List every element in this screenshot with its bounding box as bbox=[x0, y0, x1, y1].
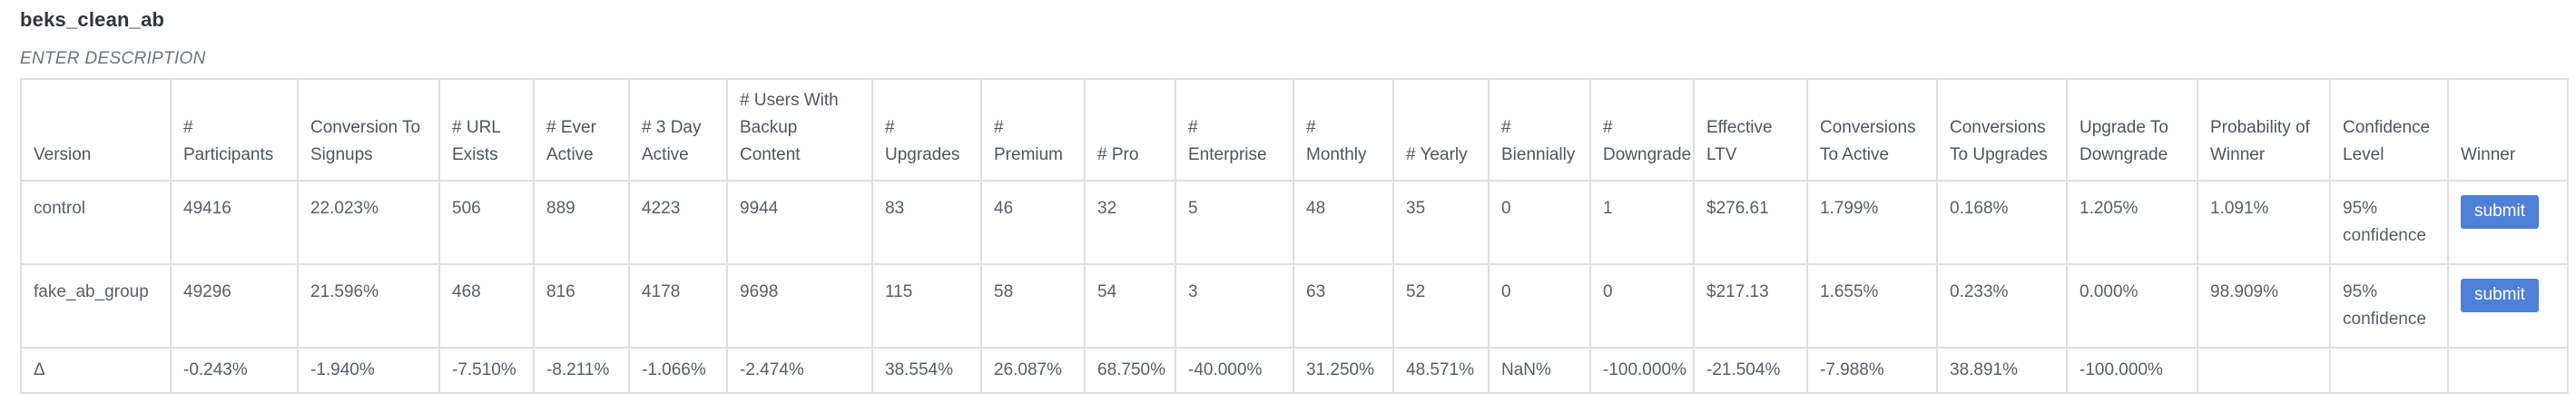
delta-3-day-active-cell: -1.066% bbox=[628, 347, 728, 394]
participants-cell: 49416 bbox=[170, 180, 299, 266]
col-pro: # Pro bbox=[1084, 77, 1176, 182]
enterprise-cell: 3 bbox=[1175, 263, 1294, 350]
delta-downgrade-cell: -100.000% bbox=[1589, 347, 1695, 394]
premium-cell: 58 bbox=[980, 263, 1086, 350]
col-upgrade-to-downgrade: Upgrade To Downgrade bbox=[2066, 77, 2198, 182]
users-with-backup-content-cell: 9698 bbox=[726, 263, 873, 350]
ever-active-cell: 816 bbox=[533, 263, 630, 350]
col-biennially: # Biennially bbox=[1488, 77, 1591, 182]
col-ever-active: # Ever Active bbox=[533, 77, 630, 182]
conversion-to-signups-cell: 21.596% bbox=[297, 263, 440, 350]
version-cell: fake_ab_group bbox=[20, 263, 172, 350]
effective-ltv-cell: $217.13 bbox=[1693, 263, 1808, 350]
delta-conversions-to-active-cell: -7.988% bbox=[1806, 347, 1938, 394]
ever-active-cell: 889 bbox=[533, 180, 630, 266]
conversion-to-signups-cell: 22.023% bbox=[297, 180, 440, 266]
delta-confidence-level-cell bbox=[2329, 347, 2449, 394]
upgrades-cell: 83 bbox=[871, 180, 982, 266]
col-effective-ltv: Effective LTV bbox=[1693, 77, 1808, 182]
users-with-backup-content-cell: 9944 bbox=[726, 180, 873, 266]
header-row: Version # Participants Conversion To Sig… bbox=[20, 77, 2569, 182]
downgrade-cell: 0 bbox=[1589, 263, 1695, 350]
conversions-to-active-cell: 1.799% bbox=[1806, 180, 1938, 266]
col-confidence-level: Confidence Level bbox=[2329, 77, 2449, 182]
delta-winner-cell bbox=[2447, 347, 2569, 394]
table-row-fake-ab-group: fake_ab_group 49296 21.596% 468 816 4178… bbox=[20, 263, 2569, 350]
delta-label-cell: Δ bbox=[20, 347, 172, 394]
submit-winner-button-fake-ab-group[interactable]: submit bbox=[2461, 279, 2539, 313]
col-version: Version bbox=[20, 77, 172, 182]
upgrade-to-downgrade-cell: 0.000% bbox=[2066, 263, 2198, 350]
delta-participants-cell: -0.243% bbox=[170, 347, 299, 394]
col-conversions-to-upgrades: Conversions To Upgrades bbox=[1936, 77, 2068, 182]
delta-upgrade-to-downgrade-cell: -100.000% bbox=[2066, 347, 2198, 394]
url-exists-cell: 506 bbox=[438, 180, 535, 266]
version-cell: control bbox=[20, 180, 172, 266]
col-winner: Winner bbox=[2447, 77, 2569, 182]
conversions-to-upgrades-cell: 0.233% bbox=[1936, 263, 2068, 350]
experiment-title: beks_clean_ab bbox=[20, 8, 165, 31]
delta-conversion-to-signups-cell: -1.940% bbox=[297, 347, 440, 394]
upgrades-cell: 115 bbox=[871, 263, 982, 350]
winner-cell: submit bbox=[2447, 180, 2569, 266]
upgrade-to-downgrade-cell: 1.205% bbox=[2066, 180, 2198, 266]
col-participants: # Participants bbox=[170, 77, 299, 182]
delta-row: Δ -0.243% -1.940% -7.510% -8.211% -1.066… bbox=[20, 347, 2569, 394]
biennially-cell: 0 bbox=[1488, 180, 1591, 266]
ab-test-results-table: Version # Participants Conversion To Sig… bbox=[20, 77, 2569, 394]
col-probability-of-winner: Probability of Winner bbox=[2197, 77, 2331, 182]
col-monthly: # Monthly bbox=[1293, 77, 1394, 182]
delta-pro-cell: 68.750% bbox=[1084, 347, 1176, 394]
delta-ever-active-cell: -8.211% bbox=[533, 347, 630, 394]
confidence-level-cell: 95% confidence bbox=[2329, 180, 2449, 266]
effective-ltv-cell: $276.61 bbox=[1693, 180, 1808, 266]
conversions-to-upgrades-cell: 0.168% bbox=[1936, 180, 2068, 266]
col-upgrades: # Upgrades bbox=[871, 77, 982, 182]
delta-upgrades-cell: 38.554% bbox=[871, 347, 982, 394]
yearly-cell: 52 bbox=[1392, 263, 1490, 350]
delta-users-with-backup-content-cell: -2.474% bbox=[726, 347, 873, 394]
delta-biennially-cell: NaN% bbox=[1488, 347, 1591, 394]
col-enterprise: # Enterprise bbox=[1175, 77, 1294, 182]
col-downgrade: # Downgrade bbox=[1589, 77, 1695, 182]
3-day-active-cell: 4178 bbox=[628, 263, 728, 350]
delta-probability-of-winner-cell bbox=[2197, 347, 2331, 394]
col-premium: # Premium bbox=[980, 77, 1086, 182]
delta-url-exists-cell: -7.510% bbox=[438, 347, 535, 394]
delta-premium-cell: 26.087% bbox=[980, 347, 1086, 394]
participants-cell: 49296 bbox=[170, 263, 299, 350]
delta-enterprise-cell: -40.000% bbox=[1175, 347, 1294, 394]
biennially-cell: 0 bbox=[1488, 263, 1591, 350]
col-users-with-backup-content: # Users With Backup Content bbox=[726, 77, 873, 182]
col-3-day-active: # 3 Day Active bbox=[628, 77, 728, 182]
col-conversions-to-active: Conversions To Active bbox=[1806, 77, 1938, 182]
delta-yearly-cell: 48.571% bbox=[1392, 347, 1490, 394]
monthly-cell: 63 bbox=[1293, 263, 1394, 350]
table-row-control: control 49416 22.023% 506 889 4223 9944 … bbox=[20, 180, 2569, 266]
probability-of-winner-cell: 1.091% bbox=[2197, 180, 2331, 266]
probability-of-winner-cell: 98.909% bbox=[2197, 263, 2331, 350]
pro-cell: 32 bbox=[1084, 180, 1176, 266]
downgrade-cell: 1 bbox=[1589, 180, 1695, 266]
col-yearly: # Yearly bbox=[1392, 77, 1490, 182]
delta-monthly-cell: 31.250% bbox=[1293, 347, 1394, 394]
3-day-active-cell: 4223 bbox=[628, 180, 728, 266]
conversions-to-active-cell: 1.655% bbox=[1806, 263, 1938, 350]
pro-cell: 54 bbox=[1084, 263, 1176, 350]
monthly-cell: 48 bbox=[1293, 180, 1394, 266]
enterprise-cell: 5 bbox=[1175, 180, 1294, 266]
experiment-description-placeholder[interactable]: ENTER DESCRIPTION bbox=[20, 49, 206, 68]
winner-cell: submit bbox=[2447, 263, 2569, 350]
submit-winner-button-control[interactable]: submit bbox=[2461, 195, 2539, 230]
url-exists-cell: 468 bbox=[438, 263, 535, 350]
delta-conversions-to-upgrades-cell: 38.891% bbox=[1936, 347, 2068, 394]
col-conversion-to-signups: Conversion To Signups bbox=[297, 77, 440, 182]
confidence-level-cell: 95% confidence bbox=[2329, 263, 2449, 350]
premium-cell: 46 bbox=[980, 180, 1086, 266]
col-url-exists: # URL Exists bbox=[438, 77, 535, 182]
delta-effective-ltv-cell: -21.504% bbox=[1693, 347, 1808, 394]
yearly-cell: 35 bbox=[1392, 180, 1490, 266]
